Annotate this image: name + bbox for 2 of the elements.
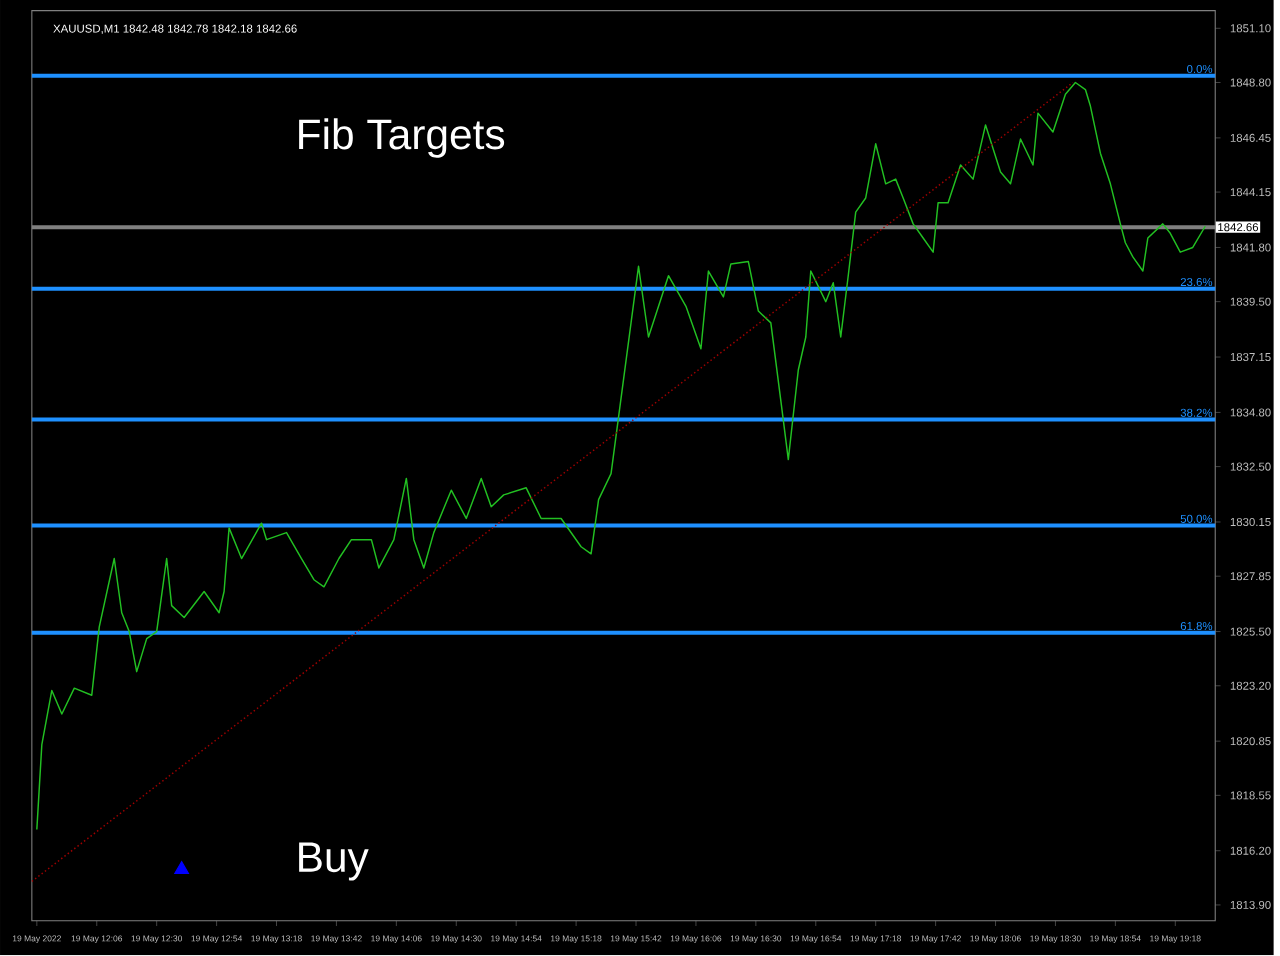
annotation: Fib Targets <box>299 118 505 159</box>
annotation: Buy <box>299 842 369 881</box>
